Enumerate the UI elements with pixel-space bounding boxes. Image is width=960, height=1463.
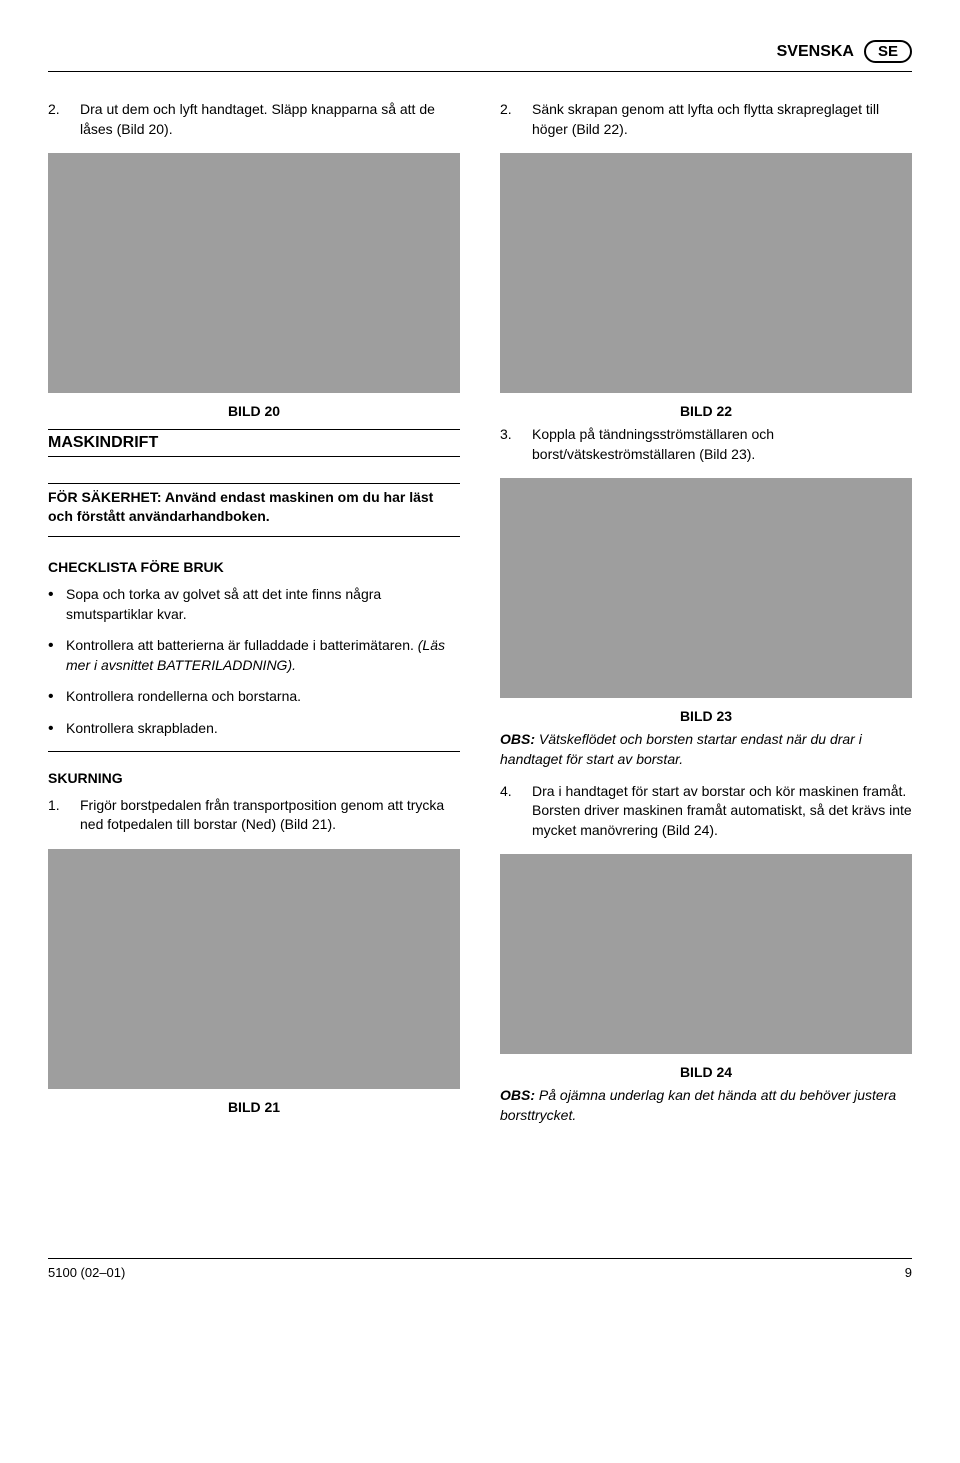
section-rule-top — [48, 429, 460, 430]
caption-bild-20: BILD 20 — [48, 403, 460, 419]
right-column: 2. Sänk skrapan genom att lyfta och flyt… — [500, 100, 912, 1138]
bullet-text: Sopa och torka av golvet så att det inte… — [66, 586, 381, 622]
section-title-maskindrift: MASKINDRIFT — [48, 434, 460, 452]
image-bild-21 — [48, 849, 460, 1089]
obs-body: Vätskeflödet och borsten startar endast … — [500, 731, 862, 767]
step-number: 2. — [48, 100, 66, 139]
checklist-bullets: Sopa och torka av golvet så att det inte… — [48, 585, 460, 739]
safety-block: FÖR SÄKERHET: Använd endast maskinen om … — [48, 483, 460, 537]
right-step-2: 2. Sänk skrapan genom att lyfta och flyt… — [500, 100, 912, 139]
right-step-4: 4. Dra i handtaget för start av borstar … — [500, 782, 912, 841]
right-step-3: 3. Koppla på tändningsströmställaren och… — [500, 425, 912, 464]
step-text: Frigör borstpedalen från transportpositi… — [80, 796, 460, 835]
caption-bild-22: BILD 22 — [500, 403, 912, 419]
content-columns: 2. Dra ut dem och lyft handtaget. Släpp … — [48, 100, 912, 1138]
page-footer: 5100 (02–01) 9 — [48, 1258, 912, 1280]
section-maskindrift: MASKINDRIFT — [48, 429, 460, 457]
caption-bild-23: BILD 23 — [500, 708, 912, 724]
caption-bild-24: BILD 24 — [500, 1064, 912, 1080]
checklist-title: CHECKLISTA FÖRE BRUK — [48, 559, 460, 575]
step-text: Koppla på tändningsströmställaren och bo… — [532, 425, 912, 464]
step-text: Dra i handtaget för start av borstar och… — [532, 782, 912, 841]
list-item: Sopa och torka av golvet så att det inte… — [48, 585, 460, 624]
obs-body: På ojämna underlag kan det hända att du … — [500, 1087, 896, 1123]
country-badge: SE — [864, 40, 912, 63]
language-label: SVENSKA — [777, 43, 854, 61]
image-bild-20 — [48, 153, 460, 393]
section-rule-bottom — [48, 456, 460, 457]
step-number: 3. — [500, 425, 518, 464]
page-header: SVENSKA SE — [48, 40, 912, 63]
bullet-text: Kontrollera att batterierna är fulladdad… — [66, 637, 418, 653]
step-number: 2. — [500, 100, 518, 139]
left-column: 2. Dra ut dem och lyft handtaget. Släpp … — [48, 100, 460, 1138]
image-bild-23 — [500, 478, 912, 698]
image-bild-24 — [500, 854, 912, 1054]
list-item: Kontrollera att batterierna är fulladdad… — [48, 636, 460, 675]
step-text: Sänk skrapan genom att lyfta och flytta … — [532, 100, 912, 139]
step-number: 1. — [48, 796, 66, 835]
obs-label: OBS: — [500, 1087, 535, 1103]
footer-rule — [48, 1258, 912, 1259]
footer-left: 5100 (02–01) — [48, 1265, 125, 1280]
obs-note-2: OBS: På ojämna underlag kan det hända at… — [500, 1086, 912, 1125]
left-step-2: 2. Dra ut dem och lyft handtaget. Släpp … — [48, 100, 460, 139]
caption-bild-21: BILD 21 — [48, 1099, 460, 1115]
footer-page-number: 9 — [905, 1265, 912, 1280]
skurning-step-1: 1. Frigör borstpedalen från transportpos… — [48, 796, 460, 835]
safety-rule-top — [48, 483, 460, 484]
list-item: Kontrollera skrapbladen. — [48, 719, 460, 739]
obs-note-1: OBS: Vätskeflödet och borsten startar en… — [500, 730, 912, 769]
checklist-rule-end — [48, 751, 460, 752]
step-text: Dra ut dem och lyft handtaget. Släpp kna… — [80, 100, 460, 139]
image-bild-22 — [500, 153, 912, 393]
footer-row: 5100 (02–01) 9 — [48, 1265, 912, 1280]
list-item: Kontrollera rondellerna och borstarna. — [48, 687, 460, 707]
safety-text: FÖR SÄKERHET: Använd endast maskinen om … — [48, 488, 460, 526]
step-number: 4. — [500, 782, 518, 841]
skurning-title: SKURNING — [48, 770, 460, 786]
obs-label: OBS: — [500, 731, 535, 747]
bullet-text: Kontrollera skrapbladen. — [66, 720, 218, 736]
safety-rule-bottom — [48, 536, 460, 537]
bullet-text: Kontrollera rondellerna och borstarna. — [66, 688, 301, 704]
header-rule — [48, 71, 912, 72]
